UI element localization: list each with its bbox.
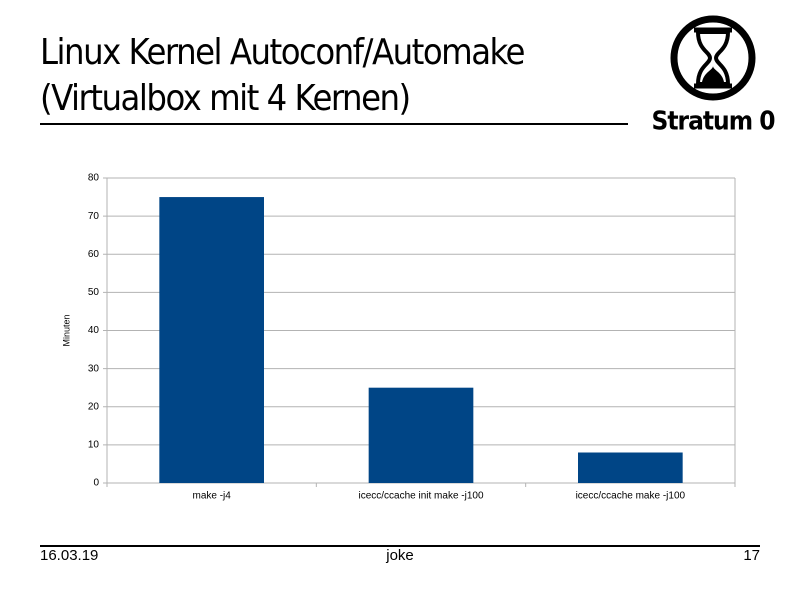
- y-tick-label: 70: [88, 211, 100, 222]
- bar: [368, 387, 474, 483]
- y-tick-label: 40: [88, 325, 100, 336]
- footer-date: 16.03.19: [40, 547, 98, 564]
- x-tick-label: icecc/ccache make -j100: [576, 491, 686, 502]
- footer-center: joke: [385, 547, 414, 564]
- bar: [578, 452, 683, 483]
- y-tick-label: 20: [88, 401, 100, 412]
- footer-page: 17: [743, 547, 760, 564]
- logo-text: Stratum 0: [652, 107, 776, 137]
- bar: [159, 197, 264, 483]
- x-tick-label: icecc/ccache init make -j100: [358, 491, 483, 502]
- slide-title: Linux Kernel Autoconf/Automake: [40, 32, 525, 73]
- y-tick-label: 10: [88, 440, 100, 451]
- y-tick-label: 60: [88, 249, 100, 260]
- y-tick-label: 0: [93, 478, 99, 489]
- y-tick-label: 30: [88, 363, 100, 374]
- logo: Stratum 0: [652, 15, 776, 137]
- chart: 0 10 20 30 40 50 60 70 80 Minuten make -j4 icecc/cc…: [61, 173, 736, 502]
- x-tick-label: make -j4: [192, 491, 231, 502]
- y-tick-label: 50: [88, 287, 100, 298]
- y-tick-label: 80: [88, 173, 100, 184]
- y-axis-label: Minuten: [61, 314, 71, 346]
- slide-title: (Virtualbox mit 4 Kernen): [40, 78, 410, 119]
